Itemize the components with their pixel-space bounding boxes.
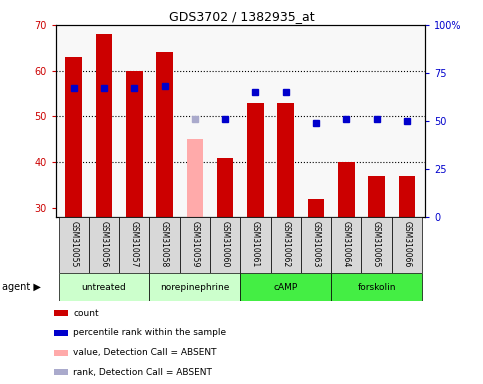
Bar [156, 52, 173, 217]
Bar [361, 217, 392, 273]
Text: rank, Detection Call = ABSENT: rank, Detection Call = ABSENT [73, 368, 213, 377]
Bar [119, 217, 149, 273]
Text: GSM310065: GSM310065 [372, 222, 381, 268]
Text: value, Detection Call = ABSENT: value, Detection Call = ABSENT [73, 348, 217, 357]
Bar [210, 217, 241, 273]
Bar [331, 273, 422, 301]
Bar [58, 273, 149, 301]
Bar [54, 330, 68, 336]
Text: count: count [73, 309, 99, 318]
Text: GSM310058: GSM310058 [160, 222, 169, 268]
Text: untreated: untreated [82, 283, 127, 291]
Text: GSM310056: GSM310056 [99, 222, 109, 268]
Bar [65, 57, 82, 217]
Text: GSM310064: GSM310064 [342, 222, 351, 268]
Text: GSM310061: GSM310061 [251, 222, 260, 268]
Text: percentile rank within the sample: percentile rank within the sample [73, 328, 227, 338]
Bar [217, 157, 233, 217]
Bar [368, 176, 385, 217]
Text: GSM310066: GSM310066 [402, 222, 412, 268]
Text: GSM310060: GSM310060 [221, 222, 229, 268]
Bar [54, 369, 68, 375]
Bar [58, 217, 89, 273]
Bar [149, 273, 241, 301]
Bar [338, 162, 355, 217]
Bar [96, 34, 113, 217]
Bar [186, 139, 203, 217]
Bar [277, 103, 294, 217]
Bar [247, 103, 264, 217]
Bar [241, 217, 270, 273]
Bar [301, 217, 331, 273]
Bar [89, 217, 119, 273]
Bar [270, 217, 301, 273]
Text: GDS3702 / 1382935_at: GDS3702 / 1382935_at [169, 10, 314, 23]
Bar [392, 217, 422, 273]
Bar [398, 176, 415, 217]
Bar [54, 310, 68, 316]
Bar [331, 217, 361, 273]
Text: forskolin: forskolin [357, 283, 396, 291]
Text: GSM310055: GSM310055 [69, 222, 78, 268]
Text: GSM310057: GSM310057 [130, 222, 139, 268]
Text: norepinephrine: norepinephrine [160, 283, 229, 291]
Bar [180, 217, 210, 273]
Bar [149, 217, 180, 273]
Bar [308, 199, 325, 217]
Bar [54, 349, 68, 356]
Bar [241, 273, 331, 301]
Text: GSM310062: GSM310062 [281, 222, 290, 268]
Text: agent ▶: agent ▶ [2, 282, 41, 292]
Text: cAMP: cAMP [273, 283, 298, 291]
Bar [126, 71, 142, 217]
Text: GSM310063: GSM310063 [312, 222, 321, 268]
Text: GSM310059: GSM310059 [190, 222, 199, 268]
